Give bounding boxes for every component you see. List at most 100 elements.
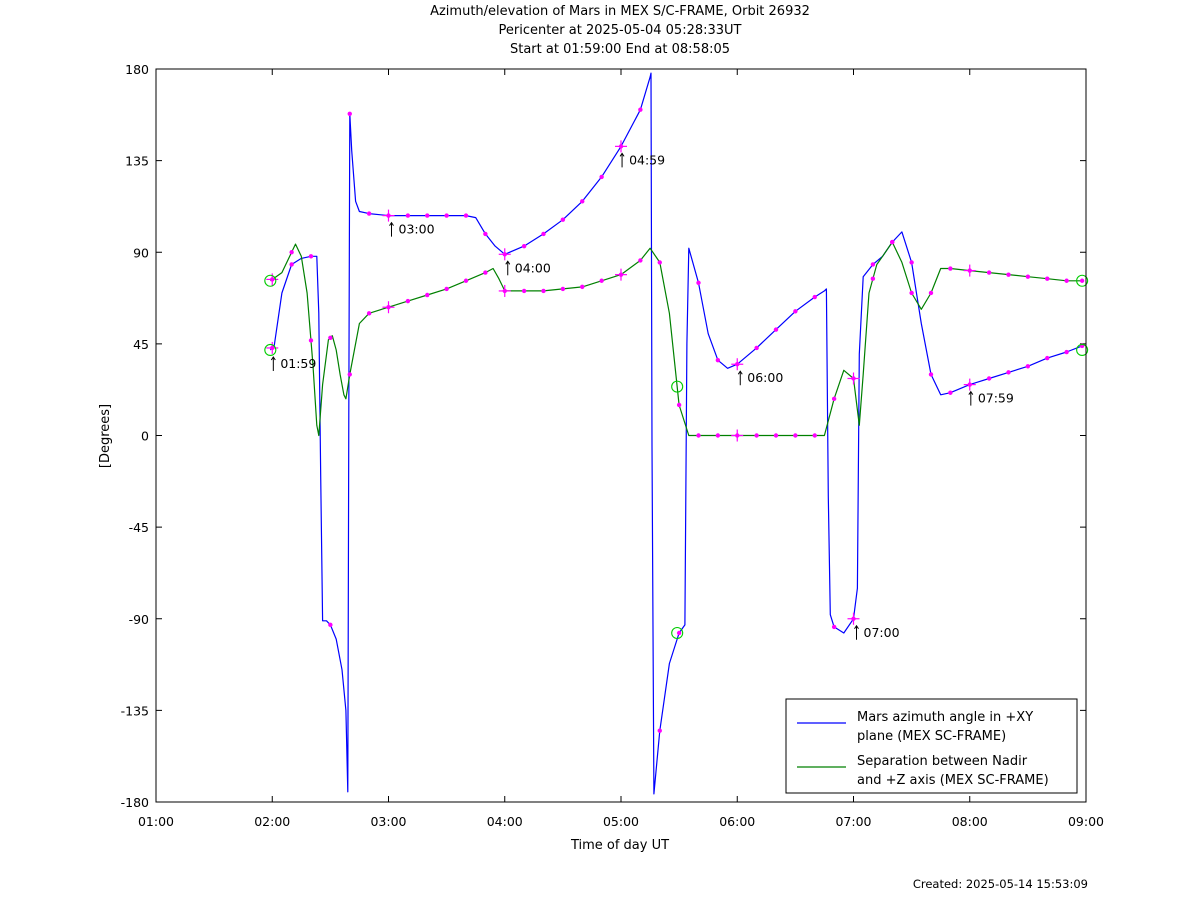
data-point-marker bbox=[580, 284, 585, 290]
data-point-marker bbox=[831, 396, 837, 402]
data-point-marker bbox=[735, 362, 740, 367]
event-circle-marker bbox=[1076, 274, 1089, 287]
data-point-marker bbox=[366, 311, 372, 316]
annotation-arrowhead bbox=[505, 260, 511, 265]
data-point-marker bbox=[328, 335, 333, 340]
data-point-marker bbox=[773, 433, 779, 438]
data-point-marker bbox=[793, 309, 798, 314]
data-point-marker bbox=[735, 433, 740, 438]
data-point-marker bbox=[347, 372, 352, 377]
chart-title: Azimuth/elevation of Mars in MEX S/C-FRA… bbox=[430, 4, 810, 19]
data-point-marker bbox=[1079, 278, 1085, 283]
data-point-marker bbox=[502, 252, 507, 257]
data-point-marker bbox=[696, 280, 701, 285]
data-point-marker bbox=[773, 327, 779, 332]
annotation-arrowhead bbox=[619, 152, 625, 157]
data-point-marker bbox=[483, 231, 488, 237]
data-point-marker bbox=[1064, 278, 1069, 283]
annotation-arrowhead bbox=[854, 624, 859, 630]
data-point-marker bbox=[812, 433, 817, 438]
data-point-marker bbox=[1025, 274, 1031, 279]
data-point-marker bbox=[657, 728, 662, 733]
legend-label-separation-line1: Separation between Nadir bbox=[857, 754, 1028, 769]
data-point-marker bbox=[851, 616, 856, 621]
x-tick-label: 01:00 bbox=[138, 814, 174, 829]
data-point-marker bbox=[444, 213, 449, 218]
data-point-marker bbox=[1006, 370, 1011, 375]
data-point-marker bbox=[560, 217, 566, 222]
x-tick-label: 02:00 bbox=[254, 814, 290, 829]
data-point-marker bbox=[270, 345, 275, 351]
x-tick-label: 08:00 bbox=[952, 814, 988, 829]
x-axis-label: Time of day UT bbox=[570, 838, 669, 853]
data-point-marker bbox=[618, 144, 624, 149]
data-point-marker bbox=[366, 211, 372, 216]
data-point-marker bbox=[986, 376, 992, 381]
annotation-arrowhead bbox=[737, 370, 743, 375]
data-point-marker bbox=[1006, 272, 1011, 277]
data-point-marker bbox=[560, 286, 566, 292]
data-point-marker bbox=[657, 260, 662, 265]
data-point-marker bbox=[928, 290, 934, 296]
data-point-marker bbox=[948, 390, 953, 395]
data-point-marker bbox=[754, 345, 759, 351]
event-circle-marker bbox=[671, 626, 684, 640]
data-point-marker bbox=[425, 292, 430, 298]
series-line-separation bbox=[269, 241, 1083, 437]
legend-label-azimuth-line1: Mars azimuth angle in +XY bbox=[857, 710, 1033, 725]
annotation-arrowhead bbox=[389, 221, 394, 226]
data-point-marker bbox=[347, 111, 352, 116]
y-tick-label: 0 bbox=[141, 429, 149, 444]
x-tick-label: 09:00 bbox=[1068, 814, 1104, 829]
data-point-marker bbox=[580, 199, 585, 204]
data-point-marker bbox=[715, 433, 721, 438]
data-point-marker bbox=[676, 630, 682, 636]
series-line-azimuth bbox=[269, 72, 1083, 795]
y-tick-label: -45 bbox=[129, 520, 149, 535]
data-point-marker bbox=[521, 288, 527, 294]
legend-label-separation-line2: and +Z axis (MEX SC-FRAME) bbox=[857, 773, 1049, 788]
legend: Mars azimuth angle in +XY plane (MEX SC-… bbox=[785, 698, 1078, 794]
data-point-marker bbox=[928, 372, 934, 377]
data-point-marker bbox=[483, 270, 488, 275]
plot-frame bbox=[155, 68, 1087, 803]
event-circle-marker bbox=[671, 380, 684, 393]
data-point-marker bbox=[1045, 355, 1050, 361]
event-circle-marker bbox=[264, 274, 277, 287]
data-point-marker bbox=[1025, 364, 1031, 369]
data-point-marker bbox=[870, 262, 876, 267]
data-point-marker bbox=[638, 258, 643, 263]
data-point-marker bbox=[715, 357, 721, 363]
data-point-marker bbox=[890, 239, 895, 245]
data-point-marker bbox=[851, 376, 856, 381]
data-point-marker bbox=[502, 288, 507, 294]
y-axis-label: [Degrees] bbox=[98, 404, 113, 468]
x-tick-label: 05:00 bbox=[603, 814, 639, 829]
data-point-marker bbox=[386, 305, 391, 310]
y-tick-label: 180 bbox=[125, 62, 149, 77]
legend-box bbox=[785, 698, 1078, 794]
series-layer bbox=[269, 72, 1083, 795]
data-point-marker bbox=[405, 213, 411, 218]
annotation-time-label: 04:59 bbox=[629, 152, 665, 167]
axis-ticks: 01:00 02:00 03:00 04:00 05:00 06:00 07:00 08:00… bbox=[121, 62, 1104, 829]
annotation-time-label: 04:00 bbox=[515, 260, 551, 275]
data-point-marker bbox=[812, 294, 817, 300]
y-tick-label: -135 bbox=[121, 703, 149, 718]
data-point-marker bbox=[1045, 276, 1050, 281]
data-point-marker bbox=[986, 270, 992, 275]
data-point-marker bbox=[425, 213, 430, 218]
annotation-arrowhead bbox=[968, 390, 974, 395]
annotation-time-label: 06:00 bbox=[747, 370, 783, 385]
data-point-marker bbox=[289, 262, 294, 267]
created-timestamp: Created: 2025-05-14 15:53:09 bbox=[912, 877, 1088, 891]
data-point-marker bbox=[909, 290, 914, 296]
data-point-marker bbox=[948, 266, 953, 271]
data-point-marker bbox=[754, 433, 759, 438]
event-circle-marker bbox=[264, 343, 277, 357]
x-tick-label: 03:00 bbox=[370, 814, 406, 829]
data-point-marker bbox=[270, 277, 275, 282]
data-point-marker bbox=[308, 254, 314, 259]
y-tick-label: -90 bbox=[129, 612, 149, 627]
data-point-marker bbox=[967, 268, 972, 273]
